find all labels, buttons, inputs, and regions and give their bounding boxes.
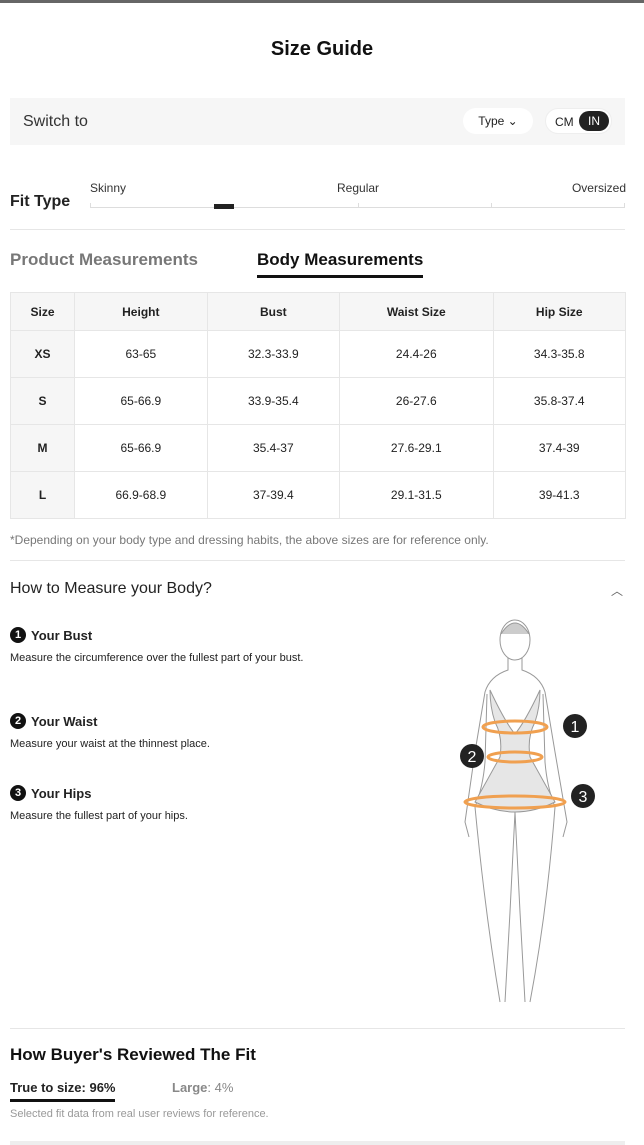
cell-size: L xyxy=(9,471,76,519)
how-to-measure-title[interactable]: How to Measure your Body? xyxy=(10,580,212,597)
marker-1-label: 1 xyxy=(571,719,580,736)
step-title: Your Hips xyxy=(31,785,92,801)
cell: 37-39.4 xyxy=(206,471,341,519)
cell-size: M xyxy=(9,424,76,472)
cell-size: S xyxy=(9,377,76,425)
step-title: Your Waist xyxy=(31,713,98,729)
bust-line xyxy=(481,719,549,735)
large-value: : 4% xyxy=(207,1080,234,1095)
step-title: Your Bust xyxy=(31,627,93,643)
measure-lines xyxy=(463,719,567,810)
table-row: L 66.9-68.9 37-39.4 29.1-31.5 39-41.3 xyxy=(9,471,626,519)
marker-1-icon xyxy=(563,714,587,738)
header-waist: Waist Size xyxy=(339,292,494,331)
marker-3-label: 3 xyxy=(579,789,588,806)
true-to-size-tab[interactable]: True to size: 96% xyxy=(10,1080,116,1102)
type-dropdown[interactable]: Type ⌄ xyxy=(463,108,533,134)
cell: 32.3-33.9 xyxy=(206,330,341,378)
unit-in[interactable]: IN xyxy=(579,111,609,131)
cell: 65-66.9 xyxy=(74,377,208,425)
fit-label-oversized: Oversized xyxy=(571,181,626,195)
header-size: Size xyxy=(9,292,76,331)
marker-2-icon xyxy=(460,744,484,768)
marker-3-icon xyxy=(571,784,595,808)
chevron-up-icon[interactable]: ︿ xyxy=(611,584,624,598)
cell: 35.8-37.4 xyxy=(492,377,626,425)
cell: 35.4-37 xyxy=(206,424,341,472)
cell: 29.1-31.5 xyxy=(339,471,494,519)
cell: 39-41.3 xyxy=(492,471,626,519)
header-bust: Bust xyxy=(206,292,341,331)
step-text: Measure your waist at the thinnest place… xyxy=(10,738,210,750)
switch-label: Switch to xyxy=(23,113,88,130)
cell-size: XS xyxy=(9,330,76,378)
step-text: Measure the circumference over the fulle… xyxy=(10,652,304,664)
cell: 34.3-35.8 xyxy=(492,330,626,378)
cell: 33.9-35.4 xyxy=(206,377,341,425)
unit-cm[interactable]: CM xyxy=(555,115,574,129)
table-top-edge xyxy=(10,1141,625,1145)
divider xyxy=(10,560,625,561)
table-header-row: Size Height Bust Waist Size Hip Size xyxy=(9,292,626,331)
divider xyxy=(10,229,625,230)
cell: 66.9-68.9 xyxy=(74,471,208,519)
fit-scale xyxy=(90,207,625,208)
tab-product-measurements[interactable]: Product Measurements xyxy=(10,250,198,269)
large-tab[interactable]: Large: 4% xyxy=(172,1080,233,1095)
number-2-icon: 2 xyxy=(10,713,26,729)
fit-tick xyxy=(624,203,625,208)
fit-marker xyxy=(214,204,234,209)
reviews-note: Selected fit data from real user reviews… xyxy=(10,1108,269,1120)
size-table: Size Height Bust Waist Size Hip Size XS 6… xyxy=(9,292,626,519)
reference-note: *Depending on your body type and dressin… xyxy=(10,533,489,547)
fit-tick xyxy=(491,203,492,208)
header-height: Height xyxy=(74,292,208,331)
hip-line xyxy=(463,794,567,810)
divider xyxy=(10,1028,625,1029)
table-row: S 65-66.9 33.9-35.4 26-27.6 35.8-37.4 xyxy=(9,377,626,425)
large-label: Large xyxy=(172,1080,208,1095)
unit-toggle[interactable]: CM IN xyxy=(545,108,612,134)
chevron-down-icon: ⌄ xyxy=(507,114,518,128)
type-label: Type xyxy=(478,114,505,128)
table-row: XS 63-65 32.3-33.9 24.4-26 34.3-35.8 xyxy=(9,330,626,378)
body-figure-illustration: 1 2 3 xyxy=(460,619,595,1003)
tab-body-measurements[interactable]: Body Measurements xyxy=(257,250,424,278)
fit-tick xyxy=(358,203,359,208)
top-bar xyxy=(0,0,644,3)
cell: 26-27.6 xyxy=(339,377,494,425)
reviews-title: How Buyer's Reviewed The Fit xyxy=(10,1045,256,1064)
fit-tick xyxy=(90,203,91,208)
header-hip: Hip Size xyxy=(492,292,626,331)
fit-label-regular: Regular xyxy=(337,181,380,195)
table-row: M 65-66.9 35.4-37 27.6-29.1 37.4-39 xyxy=(9,424,626,472)
cell: 63-65 xyxy=(74,330,208,378)
waist-line xyxy=(486,750,544,764)
number-3-icon: 3 xyxy=(10,785,26,801)
switch-bar: Switch to Type ⌄ CM IN xyxy=(10,98,625,145)
marker-2-label: 2 xyxy=(468,749,477,766)
page-title: Size Guide xyxy=(270,38,374,60)
cell: 37.4-39 xyxy=(492,424,626,472)
fit-label-skinny: Skinny xyxy=(90,181,127,195)
cell: 24.4-26 xyxy=(339,330,494,378)
number-1-icon: 1 xyxy=(10,627,26,643)
step-text: Measure the fullest part of your hips. xyxy=(10,810,188,822)
cell: 65-66.9 xyxy=(74,424,208,472)
fit-type-title: Fit Type xyxy=(10,193,71,210)
cell: 27.6-29.1 xyxy=(339,424,494,472)
